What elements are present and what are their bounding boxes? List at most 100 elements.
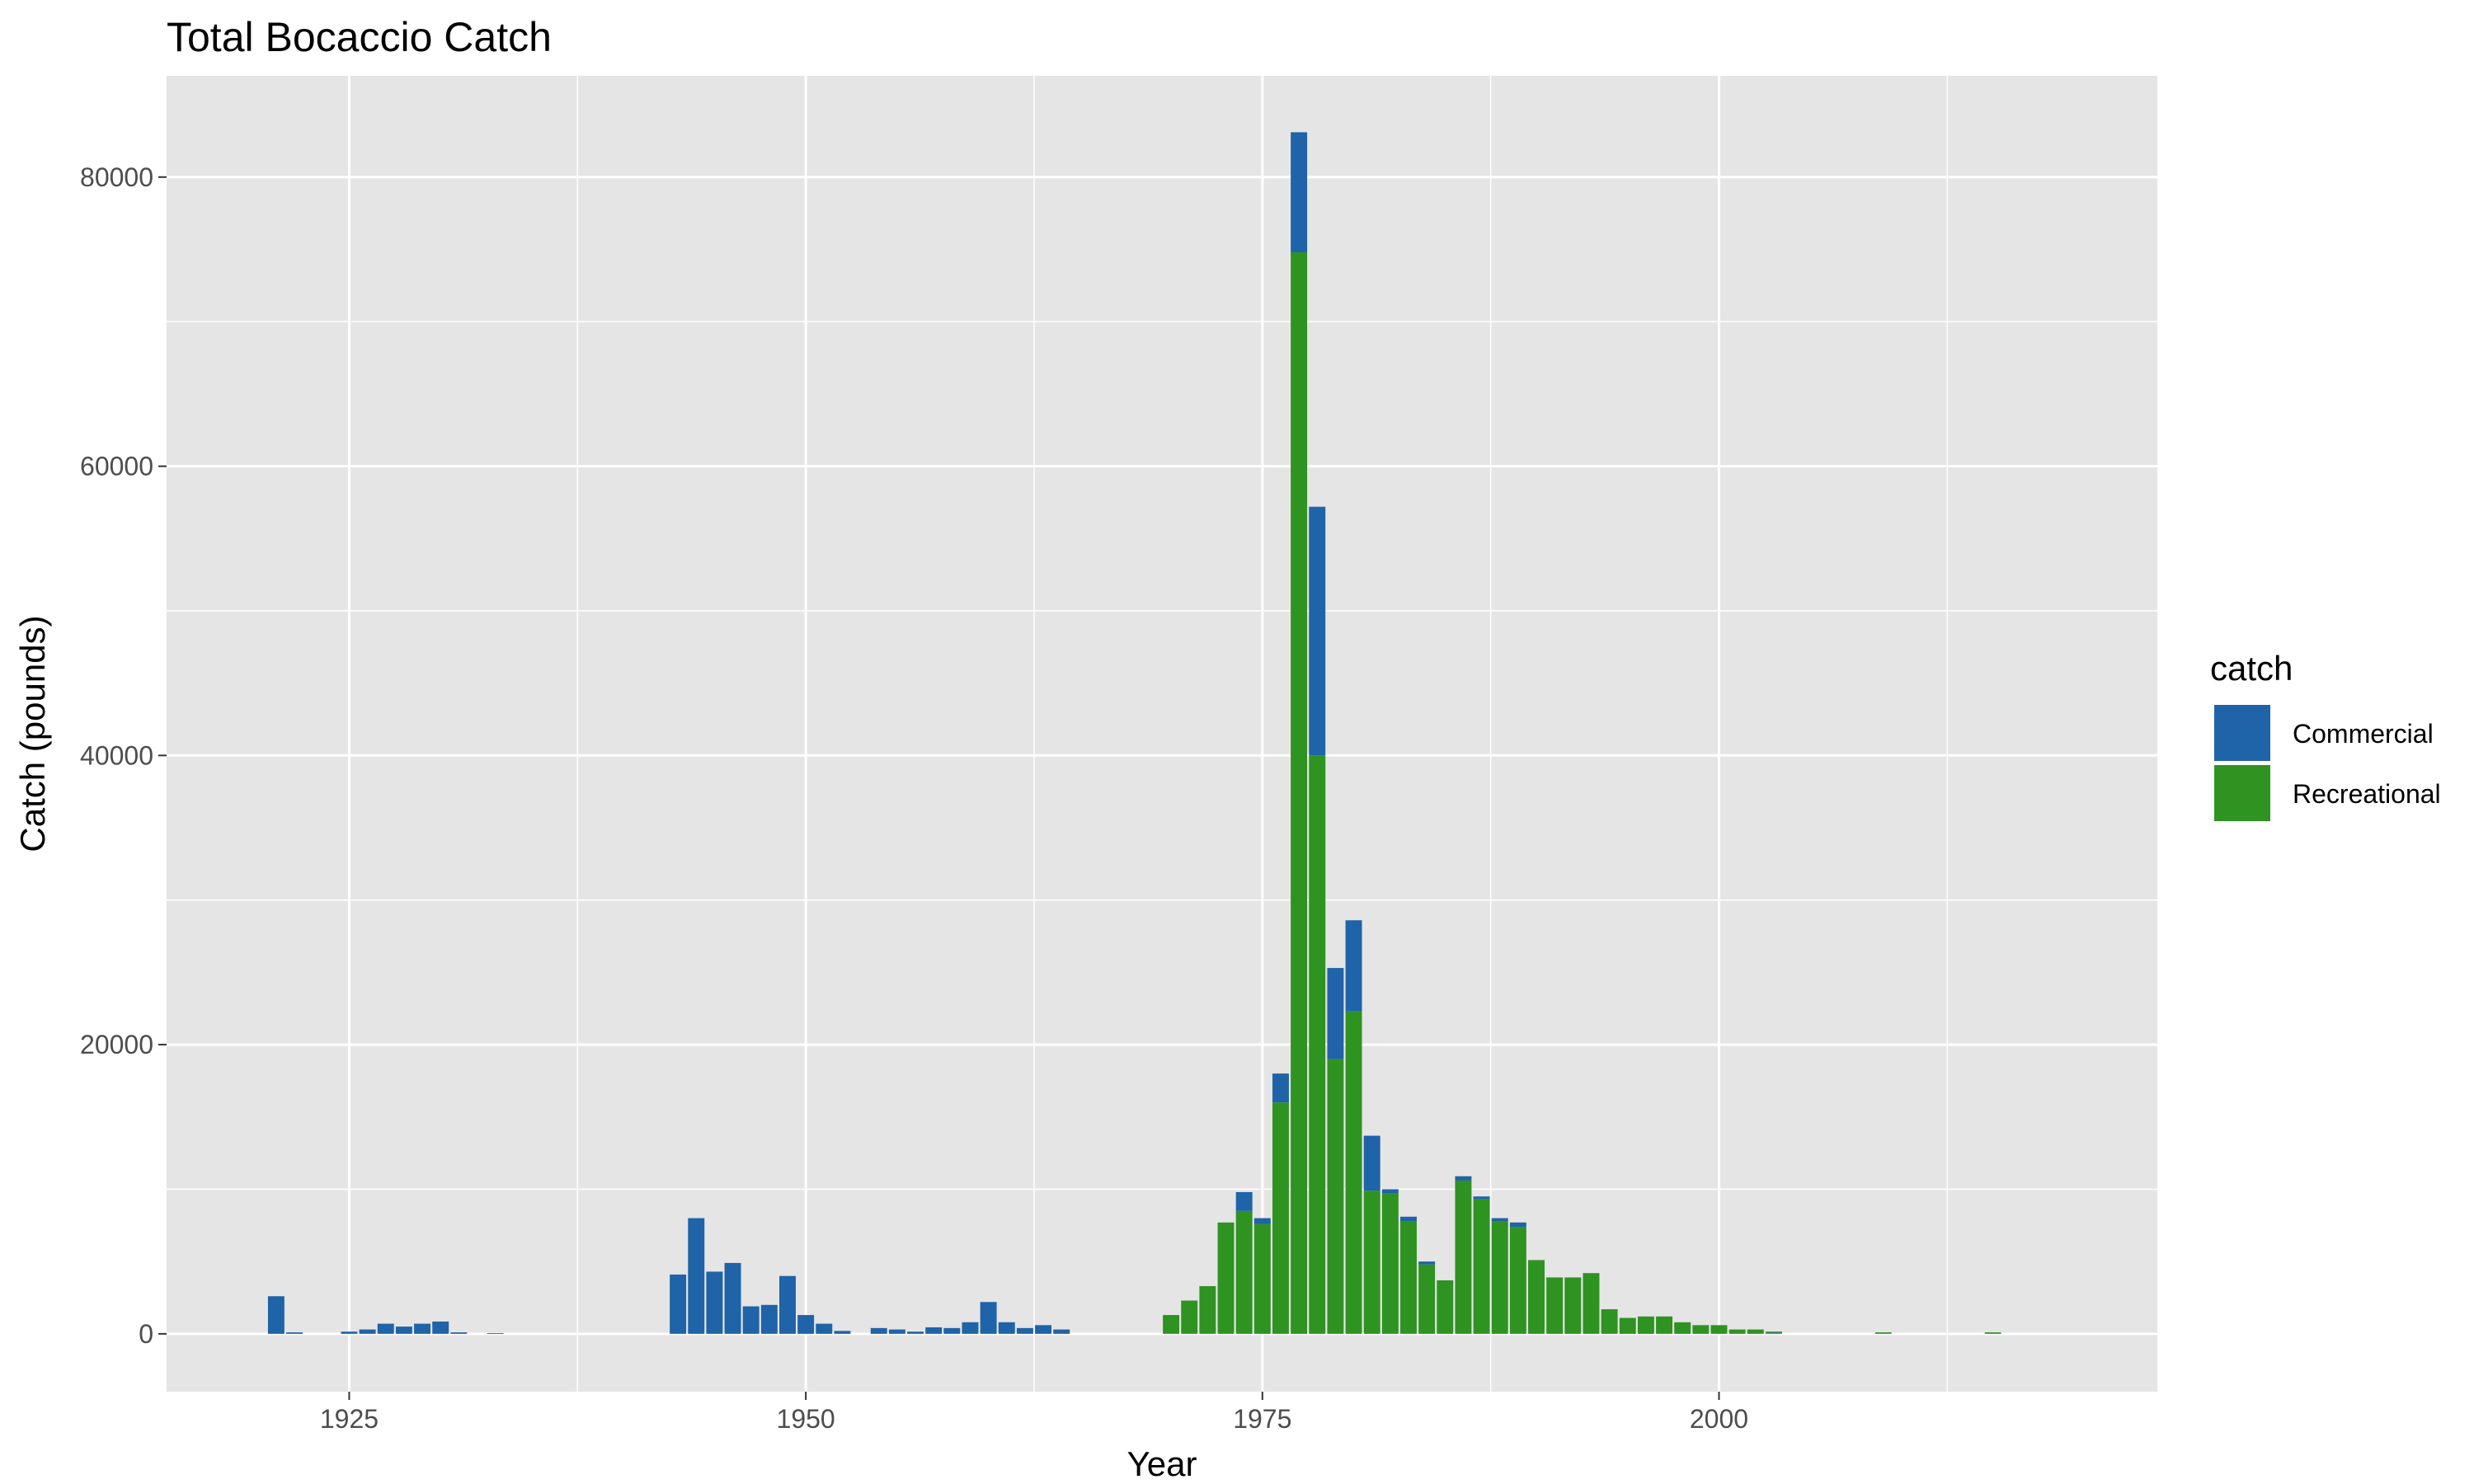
bar-commercial-1952 [834,1331,851,1334]
bar-commercial-1949 [779,1275,796,1334]
bar-commercial-1925 [341,1331,358,1334]
y-tick-label: 80000 [80,162,153,192]
bar-commercial-1921 [267,1296,285,1334]
bar-commercial-1961 [998,1322,1015,1334]
y-axis-title: Catch (pounds) [13,615,52,852]
bar-recreational-2003 [1765,1332,1782,1334]
y-tick-label: 20000 [80,1030,153,1059]
bar-commercial-1989 [1509,1222,1526,1228]
bar-recreational-2002 [1747,1329,1764,1334]
y-tick-label: 0 [139,1319,153,1349]
bar-commercial-1987 [1473,1196,1490,1200]
x-tick-label: 1925 [320,1404,379,1434]
bar-recreational-1975 [1253,1223,1271,1334]
bar-recreational-1982 [1381,1193,1399,1334]
bar-commercial-1960 [980,1302,997,1334]
bar-commercial-1951 [816,1323,833,1334]
bar-commercial-1931 [450,1332,468,1334]
bar-recreational-1996 [1637,1316,1654,1334]
bar-recreational-2009 [1874,1332,1892,1334]
bar-commercial-1947 [742,1306,760,1334]
legend-key-commercial [2214,705,2270,761]
bar-recreational-1993 [1583,1273,1600,1334]
bar-recreational-1983 [1400,1221,1417,1334]
bar-commercial-1975 [1253,1218,1271,1224]
bar-commercial-1958 [943,1327,961,1334]
x-axis-ticks: 1925 1950 1975 2000 [320,1392,1748,1434]
bar-recreational-1994 [1601,1309,1618,1334]
bar-commercial-1933 [487,1332,504,1334]
bar-recreational-1984 [1418,1264,1436,1334]
bar-recreational-2000 [1710,1325,1728,1334]
bar-commercial-1981 [1363,1135,1380,1191]
bar-recreational-2001 [1729,1329,1746,1334]
bar-commercial-1944 [688,1218,705,1334]
bar-recreational-1980 [1345,1011,1362,1334]
bar-recreational-1985 [1437,1280,1454,1334]
bar-recreational-1977 [1291,251,1308,1334]
legend-title: catch [2210,649,2293,688]
legend: catch Commercial Recreational [2210,649,2441,821]
bar-recreational-1997 [1656,1316,1673,1334]
bar-commercial-1955 [888,1329,905,1334]
bar-recreational-1979 [1327,1059,1344,1334]
bar-recreational-1986 [1455,1180,1472,1334]
chart-title: Total Bocaccio Catch [167,14,552,60]
bar-commercial-1929 [414,1323,431,1334]
x-axis-title: Year [1127,1444,1197,1483]
bar-recreational-1970 [1163,1315,1180,1334]
bar-recreational-1989 [1509,1227,1526,1334]
bar-commercial-1946 [724,1262,741,1334]
bar-recreational-1973 [1217,1222,1235,1334]
bar-recreational-2015 [1984,1332,2001,1334]
bar-recreational-1978 [1309,755,1326,1334]
bar-recreational-1971 [1181,1300,1198,1334]
bar-commercial-1982 [1381,1189,1399,1194]
grid-minor [167,76,2157,1392]
bar-commercial-1928 [395,1327,412,1334]
bar-commercial-1976 [1272,1073,1289,1103]
bar-commercial-1962 [1016,1327,1033,1334]
bar-commercial-1977 [1291,132,1308,252]
bars [267,132,2001,1334]
y-tick-label: 60000 [80,452,153,481]
plot-panel [167,76,2157,1392]
bar-recreational-1992 [1564,1277,1582,1334]
bar-commercial-1945 [706,1271,723,1334]
bar-recreational-1987 [1473,1199,1490,1334]
legend-key-recreational [2214,765,2270,821]
bar-commercial-1974 [1235,1191,1253,1211]
bar-recreational-1976 [1272,1102,1289,1334]
bar-commercial-2003 [1765,1331,1782,1333]
bar-commercial-1988 [1491,1218,1508,1222]
bar-commercial-1986 [1455,1176,1472,1181]
bar-commercial-1927 [377,1323,394,1334]
x-tick-label: 2000 [1690,1404,1748,1434]
bar-recreational-1998 [1674,1322,1691,1334]
bar-commercial-1979 [1327,968,1344,1059]
bar-commercial-1922 [286,1332,303,1334]
bar-commercial-1954 [870,1327,887,1334]
bar-recreational-1988 [1491,1221,1508,1334]
bar-commercial-1983 [1400,1216,1417,1222]
bar-commercial-1980 [1345,920,1362,1012]
bar-commercial-1978 [1309,506,1326,756]
bar-recreational-1995 [1619,1317,1636,1334]
bar-commercial-1963 [1035,1325,1052,1334]
bar-commercial-1930 [432,1321,449,1334]
grid-major [167,76,2157,1392]
bar-recreational-1990 [1528,1260,1545,1334]
bar-commercial-1950 [797,1315,815,1334]
legend-label-recreational: Recreational [2293,779,2441,809]
bar-commercial-1957 [925,1327,943,1334]
x-tick-label: 1975 [1233,1404,1291,1434]
bar-recreational-1972 [1199,1285,1216,1334]
legend-label-commercial: Commercial [2293,719,2434,749]
bar-recreational-1991 [1546,1277,1564,1334]
bar-commercial-1984 [1418,1261,1436,1265]
bar-commercial-1964 [1053,1329,1070,1334]
bar-commercial-1959 [962,1322,979,1334]
bar-recreational-1981 [1363,1190,1380,1334]
y-tick-label: 40000 [80,740,153,770]
